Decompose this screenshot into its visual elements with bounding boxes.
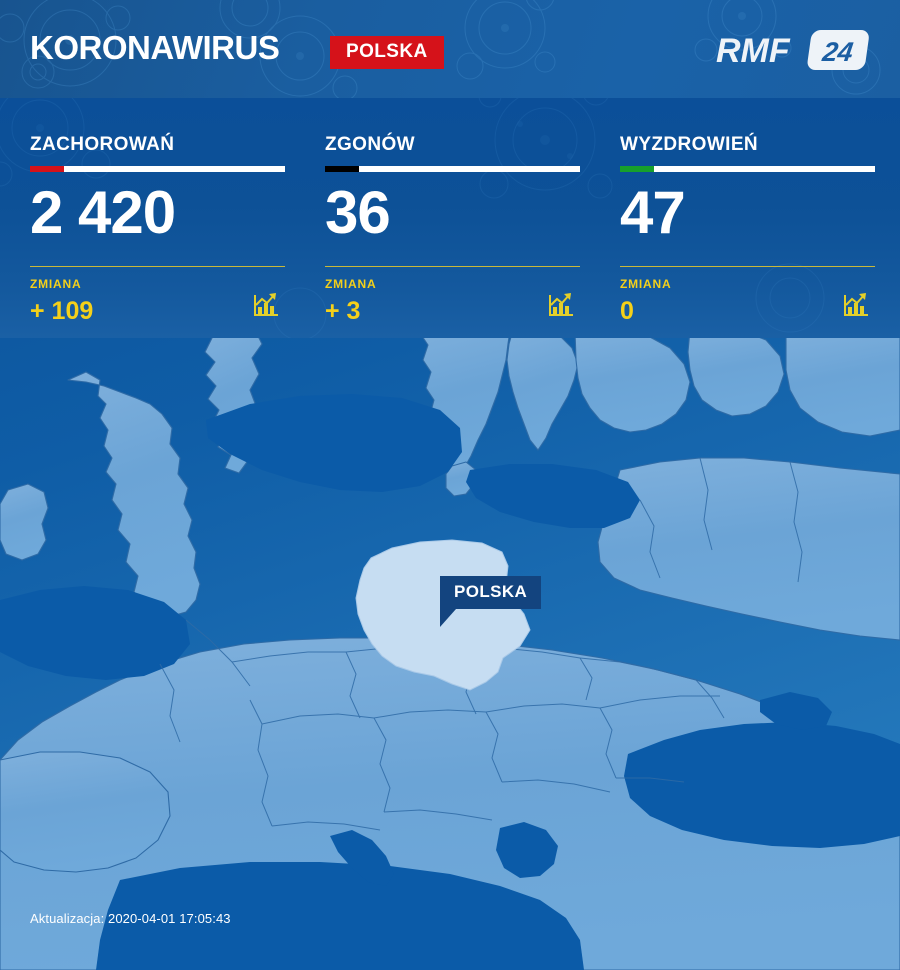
tooltip-pointer: [440, 609, 456, 627]
country-badge: POLSKA: [330, 36, 444, 69]
stat-accent-segment: [30, 166, 64, 172]
stat-divider: [30, 266, 285, 267]
stats-band: ZACHOROWAŃ 2 420 ZMIANA + 109: [0, 98, 900, 338]
stat-label: ZACHOROWAŃ: [30, 134, 175, 155]
logo-badge-shape: [807, 30, 869, 70]
stat-rule: [620, 166, 875, 172]
stat-value: 47: [620, 179, 686, 246]
stat-change-value: + 3: [325, 297, 361, 325]
stat-card-wyzdrowien: WYZDROWIEŃ 47 ZMIANA 0: [620, 98, 900, 338]
stat-card-zachorowan: ZACHOROWAŃ 2 420 ZMIANA + 109: [30, 98, 310, 338]
page-title: KORONAWIRUS: [30, 29, 280, 66]
stat-rule: [30, 166, 285, 172]
poland-map-label: POLSKA: [440, 576, 542, 627]
virus-pattern-icon: [0, 0, 881, 98]
chart-trend-up-icon: [844, 293, 868, 316]
stat-change-label: ZMIANA: [325, 277, 377, 291]
stat-accent-segment: [325, 166, 359, 172]
stat-accent-segment: [620, 166, 654, 172]
stat-label: ZGONÓW: [325, 134, 415, 155]
stat-change-value: + 109: [30, 297, 94, 325]
stat-card-zgonow: ZGONÓW 36 ZMIANA + 3: [325, 98, 605, 338]
chart-trend-up-icon: [254, 293, 278, 316]
stat-change-label: ZMIANA: [620, 277, 672, 291]
stat-divider: [325, 266, 580, 267]
poland-map-label-text: POLSKA: [440, 576, 542, 609]
logo-text-rmf: RMF: [716, 32, 791, 70]
chart-trend-up-icon: [549, 293, 573, 316]
stat-value: 36: [325, 179, 391, 246]
virus-pattern-icon: [0, 98, 825, 338]
rmf24-logo[interactable]: RMF 24: [716, 26, 876, 74]
stat-value: 2 420: [30, 179, 176, 246]
logo-text-24: 24: [820, 36, 855, 67]
header-bar: KORONAWIRUS POLSKA RMF 24: [0, 0, 900, 98]
stat-rule: [325, 166, 580, 172]
stat-change-value: 0: [620, 297, 634, 325]
stat-change-label: ZMIANA: [30, 277, 82, 291]
last-updated-text: Aktualizacja: 2020-04-01 17:05:43: [30, 911, 231, 926]
stat-divider: [620, 266, 875, 267]
stat-label: WYZDROWIEŃ: [620, 134, 759, 155]
